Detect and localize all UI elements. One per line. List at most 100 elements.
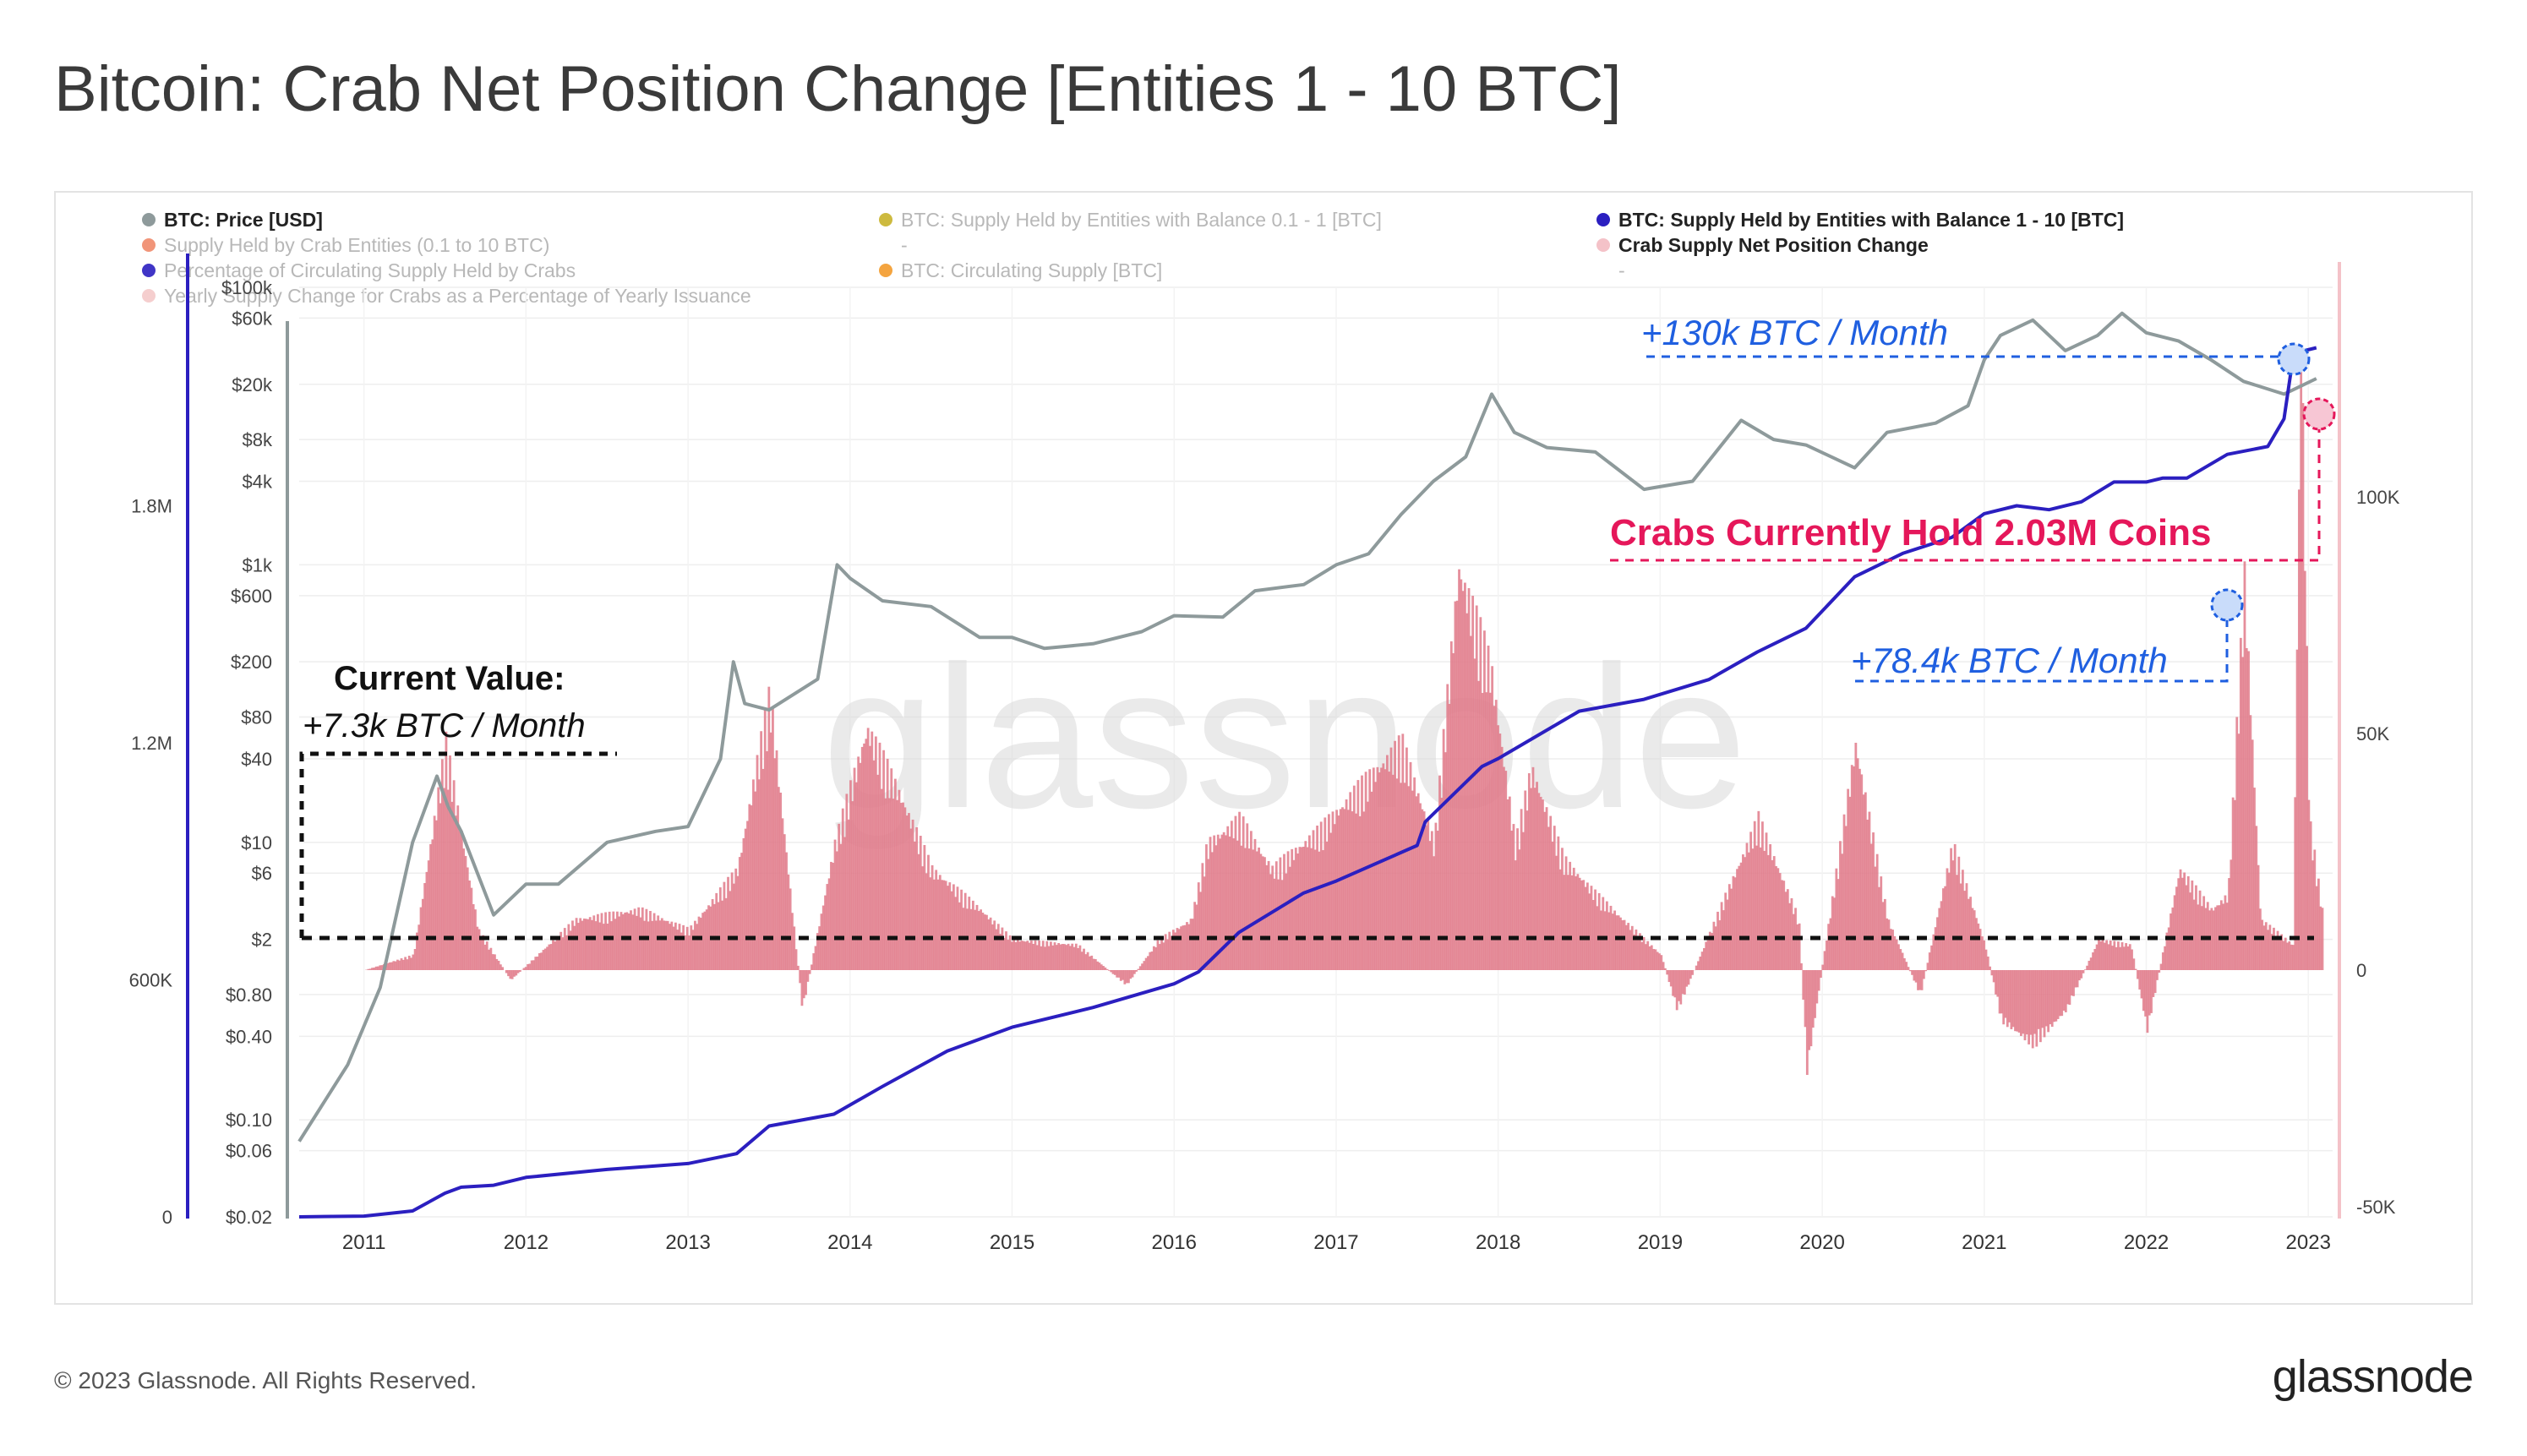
net-change-bar xyxy=(865,739,868,970)
net-change-bar xyxy=(419,907,423,970)
net-change-bar xyxy=(1331,811,1334,970)
net-change-bar xyxy=(464,855,467,970)
net-change-bar xyxy=(810,964,813,970)
current-value-title: Current Value: xyxy=(334,660,565,697)
price-tick-label: $10 xyxy=(241,832,272,853)
net-change-bar xyxy=(2029,970,2033,1035)
net-change-bar xyxy=(542,950,545,970)
net-change-bar xyxy=(729,891,732,970)
price-tick-label: $0.02 xyxy=(226,1207,272,1228)
net-change-bar xyxy=(1259,853,1263,970)
net-change-bar xyxy=(1265,864,1269,970)
net-change-bar xyxy=(1022,941,1025,970)
net-change-bar xyxy=(1736,869,1738,970)
net-change-bar xyxy=(1802,970,1805,1001)
net-change-bar xyxy=(1617,915,1620,970)
net-change-bar xyxy=(1829,918,1832,970)
x-tick-label: 2011 xyxy=(342,1231,386,1254)
net-change-bar xyxy=(1695,965,1698,970)
net-change-bar xyxy=(606,923,609,970)
net-change-bar xyxy=(2290,944,2293,970)
price-tick-label: $60k xyxy=(232,308,273,329)
net-change-bar xyxy=(796,965,800,970)
net-change-bar xyxy=(2002,970,2006,1025)
price-tick-label: $40 xyxy=(241,749,272,770)
net-change-bar xyxy=(1506,799,1509,970)
net-change-bar xyxy=(2297,489,2300,970)
net-change-bar xyxy=(1438,775,1441,970)
net-change-bar xyxy=(1127,970,1130,984)
net-change-bar xyxy=(1347,810,1350,970)
peak-marker xyxy=(2277,342,2311,376)
net-change-bar xyxy=(1207,859,1210,970)
net-change-bar xyxy=(1240,845,1243,970)
net-change-bar xyxy=(618,916,621,970)
net-change-bar xyxy=(394,961,397,970)
net-change-bar xyxy=(1074,943,1078,970)
net-change-bar xyxy=(2257,864,2260,970)
net-change-bar xyxy=(1946,868,1949,970)
net-change-bar xyxy=(849,780,852,970)
net-change-bar xyxy=(1753,821,1756,970)
net-change-bar xyxy=(576,923,580,970)
net-change-bar xyxy=(1959,883,1962,970)
net-change-bar xyxy=(2066,970,2070,1005)
net-change-bar xyxy=(509,970,512,979)
net-change-bar xyxy=(1654,949,1657,970)
net-change-bar xyxy=(1995,970,1997,995)
net-change-bar xyxy=(1008,935,1012,970)
net-change-bar xyxy=(1683,970,1686,995)
net-change-bar xyxy=(386,962,390,970)
net-change-bar xyxy=(1941,888,1945,970)
supply-tick-label: 1.2M xyxy=(131,733,172,754)
net-change-bar xyxy=(388,962,391,970)
supply-tick-label: 600K xyxy=(129,970,173,991)
price-tick-label: $0.80 xyxy=(226,984,272,1006)
net-change-bar xyxy=(1177,929,1181,970)
net-change-bar xyxy=(705,909,708,970)
net-change-bar xyxy=(1002,937,1006,970)
net-change-bar xyxy=(1427,821,1430,970)
net-change-bar xyxy=(554,941,557,970)
net-change-bar xyxy=(1956,875,1958,970)
net-change-bar xyxy=(1697,961,1700,970)
net-change-bar xyxy=(1792,913,1795,970)
net-change-bar xyxy=(781,818,784,970)
net-change-bar xyxy=(1460,579,1463,970)
net-change-bar xyxy=(977,911,980,970)
net-change-bar xyxy=(1543,811,1547,970)
net-change-bar xyxy=(1016,940,1019,970)
net-change-bar xyxy=(435,820,438,970)
net-change-bar xyxy=(2055,970,2058,1022)
net-change-bar xyxy=(777,787,780,970)
net-change-bar xyxy=(1012,939,1016,970)
net-change-bar xyxy=(1473,658,1476,970)
net-change-bar xyxy=(1804,970,1807,1028)
net-change-bar xyxy=(1122,970,1124,980)
net-change-bar xyxy=(479,938,483,970)
net-change-bar xyxy=(625,912,629,970)
net-change-bar xyxy=(1434,822,1438,970)
net-change-bar xyxy=(2107,944,2110,970)
net-change-bar xyxy=(1869,843,1873,970)
net-change-bar xyxy=(1640,941,1644,970)
net-change-bar xyxy=(1296,853,1299,970)
net-change-bar xyxy=(1158,944,1161,970)
net-change-bar xyxy=(2035,970,2039,1047)
legend-item: BTC: Supply Held by Entities with Balanc… xyxy=(1618,209,2124,231)
legend-dot xyxy=(142,264,156,277)
net-change-bar xyxy=(1537,793,1541,970)
legend-dot xyxy=(142,238,156,252)
net-change-bar xyxy=(1691,970,1694,975)
net-change-bar xyxy=(736,875,740,970)
net-change-bar xyxy=(468,881,471,970)
net-change-bar xyxy=(1652,949,1655,970)
net-change-bar xyxy=(1600,910,1602,970)
net-change-bar xyxy=(915,826,919,970)
net-change-bar xyxy=(2261,919,2264,970)
net-change-bar xyxy=(919,836,922,970)
net-change-bar xyxy=(917,853,920,970)
net-change-bar xyxy=(1216,834,1220,970)
net-change-bar xyxy=(582,918,586,970)
net-change-bar xyxy=(1080,952,1083,970)
